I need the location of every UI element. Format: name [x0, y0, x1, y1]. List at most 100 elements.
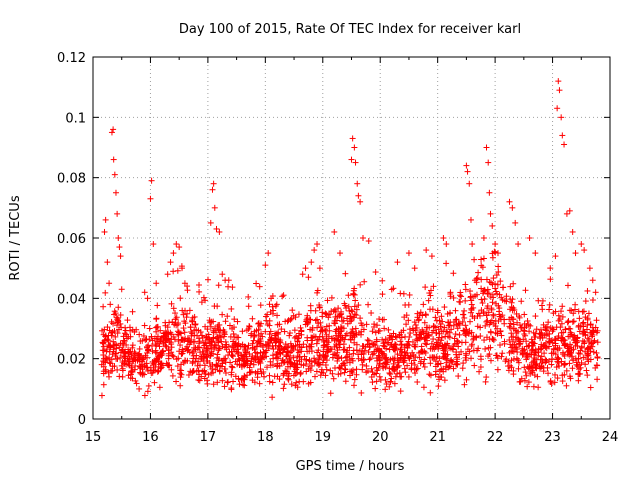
data-point [436, 334, 443, 341]
data-point [296, 341, 303, 348]
data-point [526, 235, 533, 241]
data-point [398, 329, 405, 336]
data-point [415, 317, 422, 324]
data-point [322, 372, 329, 379]
data-point [117, 253, 124, 260]
data-point [256, 380, 263, 387]
data-point [117, 354, 124, 361]
data-point [421, 319, 428, 326]
data-point [191, 344, 198, 351]
data-point [441, 324, 448, 331]
data-point [174, 267, 181, 274]
data-point [352, 297, 359, 304]
data-point [411, 319, 418, 326]
data-point [486, 321, 493, 328]
data-point [494, 250, 501, 257]
data-point [379, 350, 386, 357]
data-point [481, 287, 488, 294]
data-point [302, 265, 309, 272]
data-point [373, 370, 380, 377]
data-point [330, 375, 337, 382]
data-point [420, 360, 427, 367]
data-point [585, 345, 592, 352]
data-point [150, 241, 157, 248]
data-point [538, 330, 545, 337]
data-point [196, 377, 203, 384]
data-point [240, 381, 247, 388]
data-point [497, 278, 504, 285]
data-point [228, 305, 235, 312]
data-point [343, 305, 350, 312]
data-point [322, 310, 329, 317]
data-point [462, 297, 469, 304]
data-point [480, 235, 487, 241]
data-point [451, 318, 458, 325]
data-point [473, 334, 480, 341]
data-point [184, 310, 191, 317]
data-point [196, 371, 203, 378]
data-point [464, 168, 471, 175]
data-point [385, 326, 392, 333]
data-point [230, 330, 237, 337]
data-point [454, 325, 461, 332]
data-point [168, 300, 175, 307]
data-point [182, 345, 189, 352]
data-point [358, 389, 365, 396]
data-point [230, 338, 237, 345]
data-point [523, 343, 530, 350]
data-point [359, 235, 366, 241]
data-point [172, 310, 179, 317]
data-point [442, 348, 449, 355]
data-point [507, 341, 514, 348]
data-point [402, 333, 409, 340]
data-point [112, 333, 119, 340]
data-point [389, 365, 396, 372]
data-point [503, 298, 510, 305]
x-tick-label: 22 [487, 430, 504, 445]
data-point [114, 210, 121, 217]
data-point [409, 349, 416, 356]
data-point [324, 343, 331, 350]
data-point [477, 333, 484, 340]
data-point [551, 371, 558, 378]
data-point [225, 277, 232, 284]
data-point [136, 385, 143, 392]
data-point [341, 369, 348, 376]
data-point [109, 367, 116, 374]
data-point [365, 349, 372, 356]
data-point [584, 287, 591, 294]
data-point [250, 337, 257, 344]
data-point [307, 326, 314, 333]
data-point [269, 293, 276, 300]
data-point [269, 342, 276, 349]
data-point [357, 281, 364, 288]
data-point [170, 353, 177, 360]
data-point [480, 310, 487, 317]
data-point [494, 325, 501, 332]
data-point [406, 291, 413, 298]
data-point [189, 317, 196, 324]
data-point [273, 354, 280, 361]
data-point [589, 297, 596, 304]
data-point [471, 315, 478, 322]
data-point [522, 332, 529, 339]
data-point [213, 362, 220, 369]
data-point [281, 328, 288, 335]
data-point [238, 362, 245, 369]
data-point [110, 156, 117, 163]
data-point [242, 344, 249, 351]
data-point [110, 338, 117, 345]
data-point [575, 308, 582, 315]
data-point [114, 330, 121, 337]
data-point [376, 347, 383, 354]
data-point [538, 353, 545, 360]
data-point [462, 322, 469, 329]
data-point [153, 315, 160, 322]
data-point [230, 378, 237, 385]
data-point [563, 382, 570, 389]
data-point [153, 328, 160, 335]
data-point [528, 363, 535, 370]
data-point [338, 362, 345, 369]
data-point [229, 325, 236, 332]
data-point [338, 314, 345, 321]
